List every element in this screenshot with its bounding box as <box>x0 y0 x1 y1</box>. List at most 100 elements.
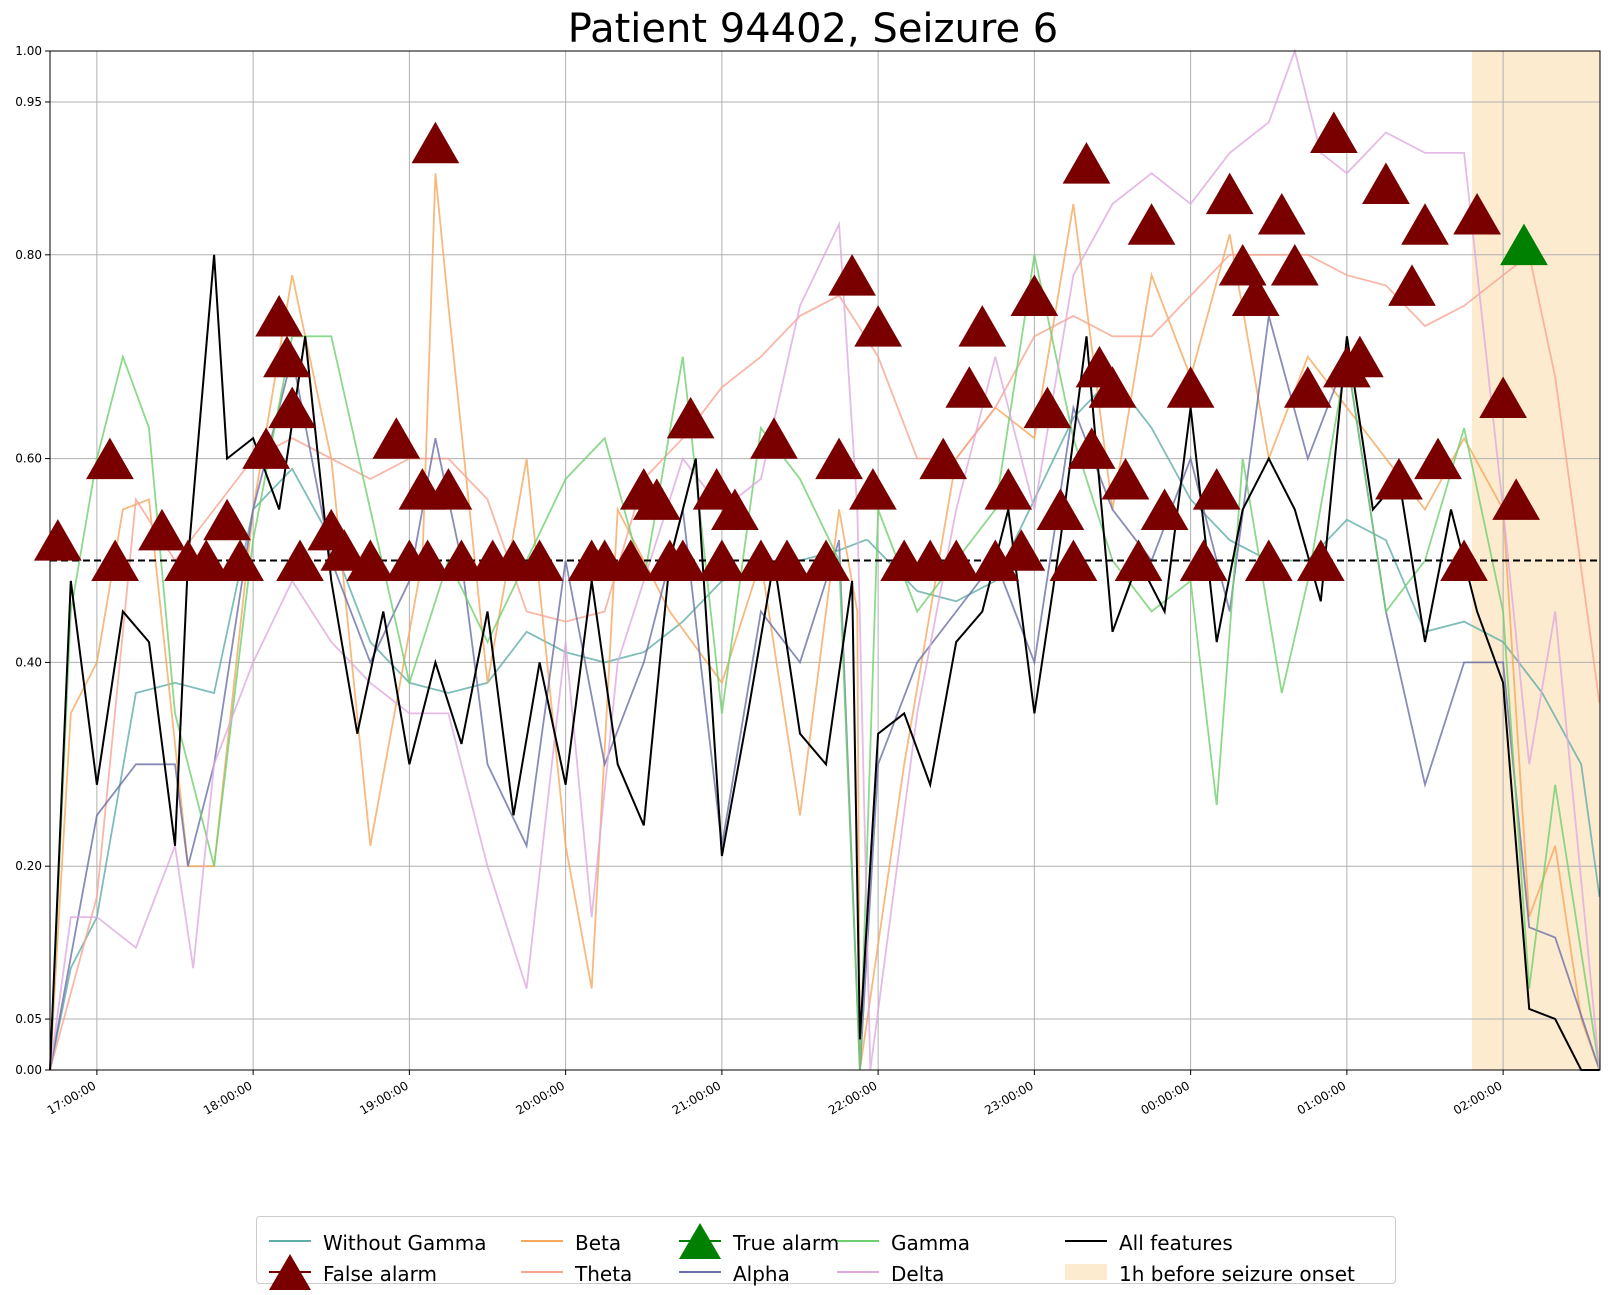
legend-symbol <box>1065 1264 1107 1280</box>
x-tick-label: 22:00:00 <box>826 1078 880 1117</box>
false-alarm-marker <box>216 539 264 581</box>
false-alarm-marker <box>346 539 395 581</box>
legend-symbol <box>521 1271 563 1273</box>
y-tick-label: 0.05 <box>15 1012 42 1026</box>
legend-label: All features <box>1119 1231 1233 1255</box>
false-alarm-marker <box>1192 468 1241 510</box>
false-alarm-marker <box>1088 366 1137 408</box>
legend-label: Theta <box>575 1262 633 1286</box>
false-alarm-marker <box>997 529 1046 571</box>
false-alarm-marker <box>1127 203 1176 245</box>
legend: Without Gamma False alarm Beta Theta True al… <box>256 1216 1396 1290</box>
false-alarm-marker <box>203 498 251 541</box>
false-alarm-marker <box>1166 366 1215 408</box>
y-tick-label: 1.00 <box>15 44 42 58</box>
false-alarm-marker <box>828 254 876 296</box>
false-alarm-marker <box>1218 243 1267 286</box>
legend-label: False alarm <box>323 1262 437 1286</box>
false-alarm-marker <box>1257 193 1306 235</box>
y-tick-label: 0.80 <box>15 248 42 262</box>
false-alarm-marker <box>515 539 564 581</box>
x-tick-label: 23:00:00 <box>982 1078 1036 1117</box>
false-alarm-marker <box>320 529 369 571</box>
false-alarm-marker <box>182 539 231 581</box>
plot-area: 0.00 0.05 0.20 0.40 0.60 0.80 0.95 1.00 17:00:00… <box>15 44 1601 1118</box>
legend-symbol <box>521 1240 563 1242</box>
x-tick-label: 18:00:00 <box>201 1078 255 1117</box>
false-alarm-marker <box>372 417 421 459</box>
legend-label: Gamma <box>891 1231 970 1255</box>
false-alarm-marker <box>658 539 707 581</box>
legend-label: Beta <box>575 1231 622 1255</box>
false-alarm-marker <box>958 305 1007 347</box>
x-tick-label: 17:00:00 <box>45 1078 99 1117</box>
legend-label: Delta <box>891 1262 945 1286</box>
false-alarm-marker <box>750 417 798 459</box>
legend-symbol <box>679 1223 721 1259</box>
false-alarm-marker <box>1179 539 1228 581</box>
false-alarm-marker <box>403 539 452 581</box>
chart-title: Patient 94402, Seizure 6 <box>568 6 1058 52</box>
false-alarm-marker <box>411 121 460 164</box>
series-line-all-features <box>49 254 1600 1071</box>
series-line-alpha <box>49 315 1601 1071</box>
false-alarm-marker <box>1388 264 1436 306</box>
true-alarm-marker <box>1500 223 1548 266</box>
x-tick-label: 00:00:00 <box>1138 1078 1192 1117</box>
false-alarm-marker <box>1336 335 1384 378</box>
false-alarm-marker <box>1375 457 1423 500</box>
false-alarm-marker <box>763 539 811 581</box>
series-line-without-gamma <box>49 375 1601 1071</box>
false-alarm-marker <box>1205 172 1254 215</box>
false-alarm-marker <box>1296 539 1345 581</box>
false-alarm-marker <box>849 468 897 510</box>
false-alarm-marker <box>276 539 324 581</box>
y-tick-label: 0.95 <box>15 95 42 109</box>
legend-label: True alarm <box>733 1231 840 1255</box>
legend-symbol <box>679 1271 721 1273</box>
false-alarm-marker <box>945 366 994 408</box>
y-tick-label: 0.20 <box>15 859 42 873</box>
false-alarm-marker <box>263 335 311 378</box>
false-alarm-marker <box>1309 111 1358 154</box>
false-alarm-marker <box>606 539 655 581</box>
false-alarm-marker <box>1270 243 1319 286</box>
false-alarm-marker <box>666 396 715 439</box>
false-alarm-marker <box>1244 539 1293 581</box>
false-alarm-marker <box>1453 193 1501 235</box>
false-alarm-marker <box>1440 539 1488 581</box>
false-alarm-marker <box>33 519 82 561</box>
false-alarm-marker <box>1010 274 1059 317</box>
false-alarm-marker <box>919 437 968 480</box>
y-tick-label: 0.00 <box>15 1063 42 1077</box>
false-alarm-marker <box>437 539 486 581</box>
false-alarm-marker <box>91 539 139 581</box>
legend-symbol <box>837 1271 879 1273</box>
false-alarm-marker <box>1283 366 1332 408</box>
x-tick-label: 20:00:00 <box>513 1078 567 1117</box>
false-alarm-marker <box>1479 376 1527 418</box>
false-alarm-marker <box>984 468 1033 510</box>
false-alarm-marker <box>255 294 304 337</box>
false-alarm-marker <box>1492 478 1541 520</box>
x-tick-label: 02:00:00 <box>1451 1078 1505 1117</box>
false-alarm-marker <box>1067 427 1116 469</box>
false-alarm-marker <box>1101 457 1150 500</box>
false-alarm-marker <box>802 539 850 581</box>
false-alarm-marker <box>698 539 746 581</box>
false-alarm-marker <box>268 386 317 429</box>
false-alarm-marker <box>242 427 291 469</box>
false-alarm-marker <box>1049 539 1098 581</box>
x-tick-label: 19:00:00 <box>357 1078 411 1117</box>
y-tick-label: 0.40 <box>15 655 42 669</box>
false-alarm-marker <box>1140 488 1189 531</box>
false-alarm-marker <box>1023 386 1072 429</box>
false-alarm-marker <box>1401 203 1449 245</box>
false-alarm-marker <box>692 468 741 510</box>
legend-label: 1h before seizure onset <box>1119 1262 1355 1286</box>
y-tick-label: 0.60 <box>15 452 42 466</box>
legend-symbol <box>269 1254 311 1290</box>
false-alarm-marker <box>815 437 863 480</box>
false-alarm-marker <box>1062 142 1111 184</box>
